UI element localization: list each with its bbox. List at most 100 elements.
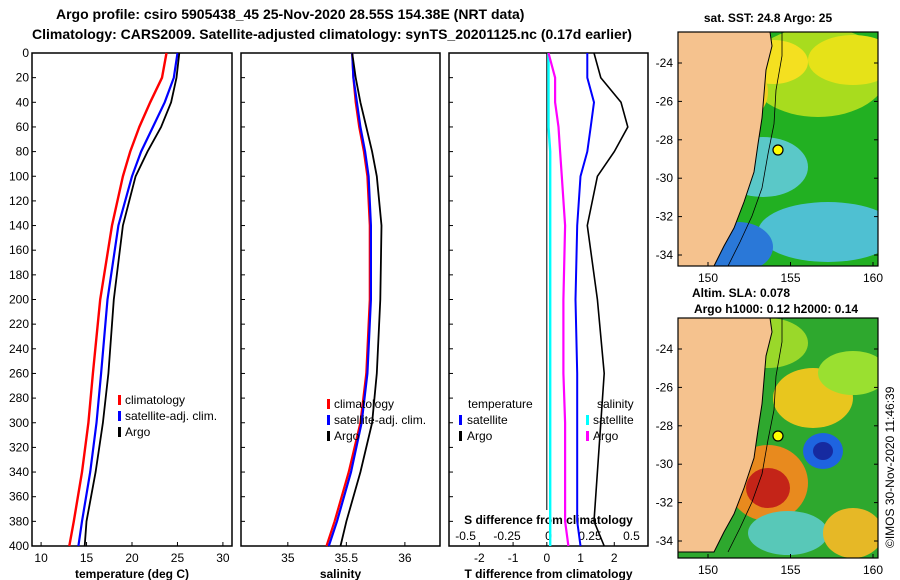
tdiff-legend-label: Argo [467, 429, 493, 443]
depth-tick-label: 20 [16, 71, 30, 85]
isobath-line [727, 318, 783, 553]
depth-tick-label: 40 [16, 95, 30, 109]
depth-tick-label: 200 [9, 293, 29, 307]
depth-tick-label: 280 [9, 391, 29, 405]
legend-swatch [118, 395, 121, 405]
sdiff-tick-label: -0.5 [455, 529, 476, 543]
tdiff-tick-label: 2 [611, 551, 618, 565]
lat-tick-label: -30 [656, 457, 674, 471]
depth-tick-label: 80 [16, 145, 30, 159]
sdiff-legend-label: satellite [593, 413, 634, 427]
depth-tick-label: 60 [16, 120, 30, 134]
depth-tick-label: 100 [9, 169, 29, 183]
depth-tick-label: 180 [9, 268, 29, 282]
legend-swatch [118, 427, 121, 437]
legend-swatch [459, 415, 462, 425]
lat-tick-label: -34 [656, 534, 674, 548]
sla-map-title: Altim. SLA: 0.078 [692, 286, 790, 300]
depth-tick-label: 300 [9, 416, 29, 430]
map-layer [678, 32, 878, 266]
temperature-tick-label: 30 [216, 551, 230, 565]
temperature-tick-label: 10 [34, 551, 48, 565]
map-layer [678, 318, 878, 558]
land-mass [678, 32, 773, 266]
lon-tick-label: 160 [863, 271, 883, 285]
temperature-satellite-diff-line [574, 53, 596, 547]
lon-tick-label: 150 [698, 563, 718, 577]
temperature-satellite-line [77, 52, 179, 547]
lon-tick-label: 155 [780, 563, 800, 577]
lat-tick-label: -24 [656, 342, 674, 356]
salinity-argo-diff-line [547, 52, 570, 547]
temperature-climatology-line [68, 52, 168, 547]
depth-tick-label: 260 [9, 366, 29, 380]
salinity-legend-label: climatology [334, 397, 394, 411]
temperature-axis-label: temperature (deg C) [75, 567, 189, 580]
depth-tick-label: 140 [9, 219, 29, 233]
legend-swatch [327, 399, 330, 409]
salinity-tick-label: 36 [398, 551, 412, 565]
lat-tick-label: -34 [656, 248, 674, 262]
legend-title-salinity: salinity [597, 397, 634, 411]
lat-tick-label: -26 [656, 94, 674, 108]
temperature-argo-diff-line [586, 52, 629, 547]
panel-frame [240, 52, 441, 547]
sdiff-tick-label: 0 [545, 529, 552, 543]
salinity-tick-label: 35.5 [335, 551, 359, 565]
salinity-climatology-line [325, 52, 371, 547]
depth-tick-label: 0 [22, 46, 29, 60]
map-frame [677, 317, 879, 559]
sdiff-tick-label: -0.25 [493, 529, 521, 543]
sst-map-title: sat. SST: 24.8 Argo: 25 [704, 11, 833, 25]
sla-patch [823, 508, 878, 558]
depth-tick-label: 340 [9, 465, 29, 479]
lat-tick-label: -32 [656, 210, 674, 224]
salinity-satellite-line [327, 52, 372, 547]
credit-label: ©IMOS 30-Nov-2020 11:46:39 [883, 386, 897, 548]
lat-tick-label: -32 [656, 496, 674, 510]
chart-title-line2: Climatology: CARS2009. Satellite-adjuste… [32, 26, 632, 42]
map-sla: -24 -26 -28 -30 -32 -34 150 155 160 [656, 317, 883, 577]
map-frame [677, 31, 879, 267]
argo-location-marker [772, 144, 784, 156]
legend-swatch [586, 415, 589, 425]
tdiff-tick-label: 1 [577, 551, 584, 565]
sla-cold-eddy-core [813, 442, 833, 460]
salinity-satellite-diff-line [547, 53, 552, 546]
salinity-argo-line [339, 52, 383, 547]
depth-tick-label: 160 [9, 243, 29, 257]
sst-warm-patch [808, 35, 878, 85]
lat-tick-label: -28 [656, 133, 674, 147]
temperature-tick-label: 25 [171, 551, 185, 565]
salinity-axis-label: salinity [320, 567, 362, 580]
tdiff-tick-label: -2 [474, 551, 485, 565]
lat-tick-label: -30 [656, 171, 674, 185]
legend-swatch [586, 431, 589, 441]
temperature-tick-label: 15 [80, 551, 94, 565]
map-sst: -24 -26 -28 -30 -32 -34 150 155 160 [656, 31, 883, 285]
lon-tick-label: 160 [863, 563, 883, 577]
legend-swatch [118, 411, 121, 421]
depth-tick-label: 120 [9, 194, 29, 208]
tdiff-axis-label: T difference from climatology [464, 567, 632, 580]
legend-swatch [459, 431, 462, 441]
sla-warm-eddy-core [746, 468, 790, 508]
salinity-tick-label: 35 [281, 551, 295, 565]
lon-tick-label: 150 [698, 271, 718, 285]
argo-location-marker [772, 430, 784, 442]
sla-patch [818, 351, 878, 395]
sdiff-axis-label: S difference from climatology [464, 513, 633, 527]
panel-frame [31, 52, 233, 547]
sdiff-tick-label: 0.25 [578, 529, 602, 543]
legend-swatch [327, 431, 330, 441]
sdiff-legend-label: Argo [593, 429, 619, 443]
temperature-argo-line [83, 52, 181, 547]
sdiff-tick-label: 0.5 [623, 529, 640, 543]
temperature-legend-label: climatology [125, 393, 185, 407]
depth-tick-label: 400 [9, 539, 29, 553]
depth-tick-label: 320 [9, 440, 29, 454]
lon-tick-label: 155 [780, 271, 800, 285]
lat-tick-label: -28 [656, 419, 674, 433]
salinity-legend-label: satellite-adj. clim. [334, 413, 426, 427]
